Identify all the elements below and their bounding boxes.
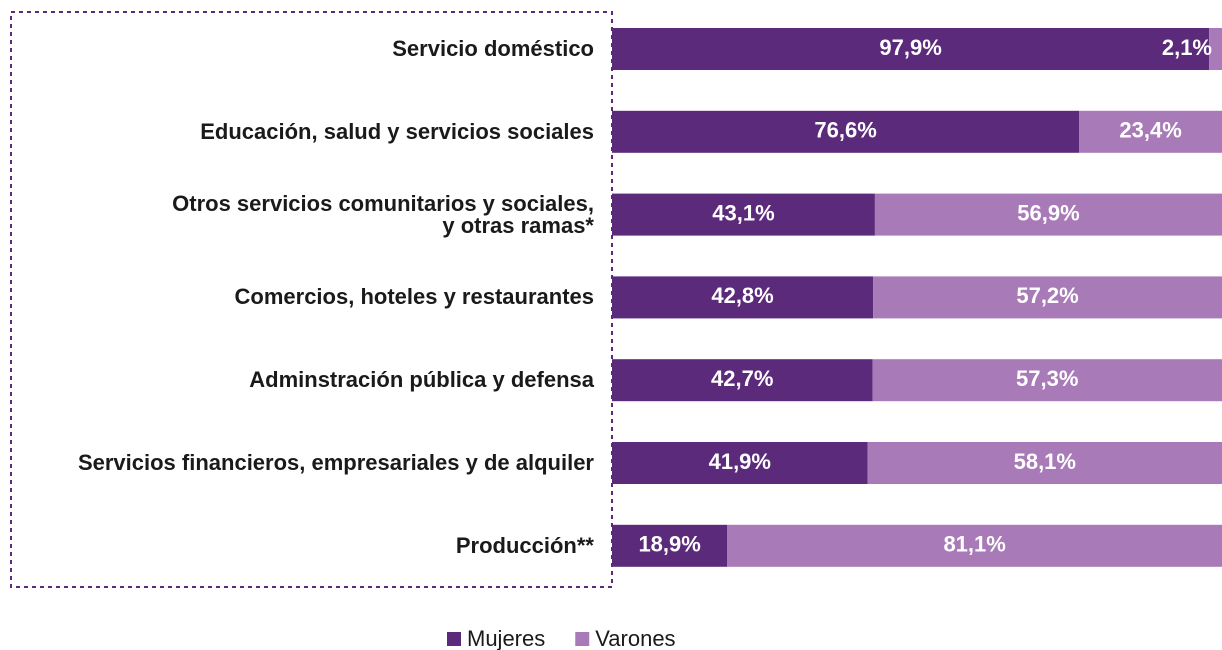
- value-label: 42,8%: [711, 283, 773, 308]
- bar-segment: [873, 276, 1222, 319]
- category-label: Educación, salud y servicios sociales: [200, 118, 594, 144]
- value-label: 2,1%: [1162, 35, 1212, 60]
- bar-segment: [874, 193, 1222, 236]
- category-label: Servicio doméstico: [392, 36, 594, 61]
- category-label: Otros servicios comunitarios y sociales,…: [172, 190, 594, 238]
- legend-label: Varones: [595, 626, 675, 650]
- value-label: 18,9%: [638, 532, 700, 557]
- bar-segment: [612, 110, 1080, 153]
- category-label: Comercios, hoteles y restaurantes: [234, 284, 594, 310]
- legend-swatch: [447, 632, 461, 646]
- value-label: 58,1%: [1014, 449, 1076, 474]
- bar-segment: [612, 193, 875, 236]
- legend-swatch: [575, 632, 590, 646]
- category-label: Adminstración pública y defensa: [249, 367, 594, 393]
- value-label: 41,9%: [709, 449, 771, 474]
- bar-segment: [1079, 110, 1222, 153]
- category-label: Servicios financieros, empresariales y d…: [77, 450, 594, 475]
- value-label: 81,1%: [943, 532, 1005, 557]
- value-label: 23,4%: [1119, 118, 1181, 143]
- bar-segment: [872, 359, 1222, 402]
- value-label: 42,7%: [711, 366, 773, 391]
- value-label: 57,2%: [1016, 283, 1078, 308]
- bar-segment: [612, 359, 873, 402]
- legend-label: Mujeres: [467, 626, 545, 650]
- bar-segment: [612, 442, 868, 484]
- value-label: 97,9%: [879, 35, 941, 60]
- bar-segment: [1209, 28, 1222, 70]
- value-label: 57,3%: [1016, 366, 1078, 391]
- value-label: 43,1%: [712, 200, 774, 225]
- bar-segment: [867, 442, 1222, 484]
- bar-segment: [612, 28, 1210, 70]
- category-label: Producción**: [455, 532, 594, 558]
- bar-segment: [727, 524, 1222, 567]
- bar-segment: [612, 276, 874, 319]
- value-label: 56,9%: [1017, 200, 1079, 225]
- value-label: 76,6%: [814, 118, 876, 143]
- bar-segment: [612, 524, 728, 567]
